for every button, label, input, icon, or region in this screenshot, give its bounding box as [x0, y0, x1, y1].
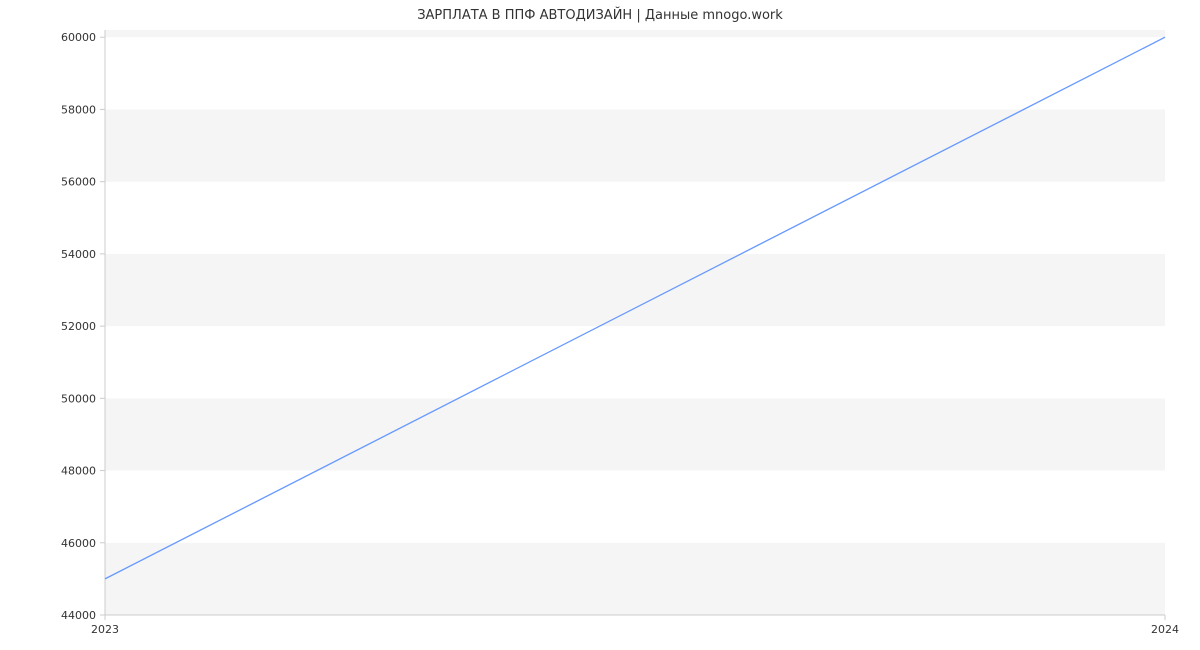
chart-svg: 44000 46000 48000 50000 52000 54000 56000 58000… — [0, 0, 1200, 650]
x-tick-label: 2023 — [91, 623, 119, 636]
y-tick-label: 44000 — [61, 609, 96, 622]
grid-band — [105, 326, 1165, 398]
salary-line-chart: ЗАРПЛАТА В ППФ АВТОДИЗАЙН | Данные mnogo… — [0, 0, 1200, 650]
y-tick-label: 46000 — [61, 537, 96, 550]
y-tick-label: 56000 — [61, 176, 96, 189]
y-tick-label: 60000 — [61, 31, 96, 44]
grid-band — [105, 398, 1165, 470]
y-tick-label: 54000 — [61, 248, 96, 261]
y-tick-label: 50000 — [61, 392, 96, 405]
y-tick-label: 48000 — [61, 465, 96, 478]
grid-band — [105, 471, 1165, 543]
x-tick-label: 2024 — [1151, 623, 1179, 636]
y-tick-label: 52000 — [61, 320, 96, 333]
grid-band — [105, 109, 1165, 181]
grid-band — [105, 182, 1165, 254]
grid-band — [105, 543, 1165, 615]
grid-band — [105, 30, 1165, 37]
y-tick-label: 58000 — [61, 103, 96, 116]
chart-title: ЗАРПЛАТА В ППФ АВТОДИЗАЙН | Данные mnogo… — [0, 8, 1200, 23]
grid-band — [105, 254, 1165, 326]
grid-band — [105, 37, 1165, 109]
